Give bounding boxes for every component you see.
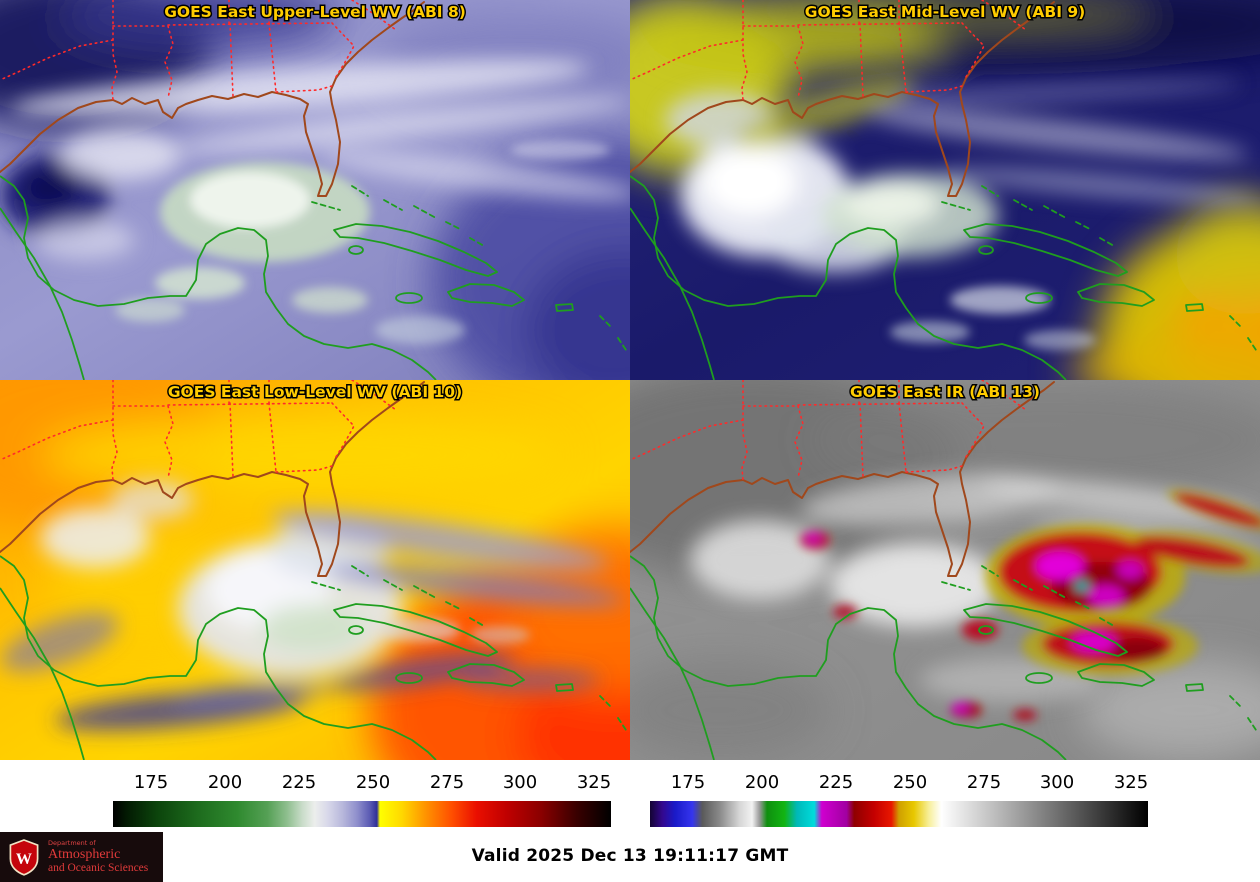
panel-title-abi8: GOES East Upper-Level WV (ABI 8): [164, 3, 466, 21]
uw-monogram: W: [16, 851, 32, 868]
wv-tick-label: 225: [281, 772, 317, 793]
ir-colorbar: [650, 801, 1148, 827]
ir-tick-label: 250: [892, 772, 928, 793]
colorbar-area: 175 200 225 250 275 300 325 175 200 225 …: [0, 760, 1260, 832]
ir-colorbar-group: 175 200 225 250 275 300 325: [650, 760, 1148, 832]
panel-upper-level-wv: GOES East Upper-Level WV (ABI 8): [0, 0, 630, 380]
wv-tick-label: 300: [502, 772, 538, 793]
logo-line1: Atmospheric: [48, 846, 121, 862]
wv-tick-label: 175: [133, 772, 169, 793]
ir-tick-label: 225: [818, 772, 854, 793]
panel-title-abi10: GOES East Low-Level WV (ABI 10): [168, 383, 462, 401]
panel-title-abi13: GOES East IR (ABI 13): [850, 383, 1040, 401]
logo-line2: and Oceanic Sciences: [48, 862, 149, 875]
wv-tick-label: 250: [355, 772, 391, 793]
panel-low-level-wv: GOES East Low-Level WV (ABI 10): [0, 380, 630, 760]
satellite-image-abi10: GOES East Low-Level WV (ABI 10): [0, 380, 630, 760]
valid-time-label: Valid 2025 Dec 13 19:11:17 GMT: [471, 846, 789, 867]
wv-tick-label: 275: [429, 772, 465, 793]
scattered-cloud-layer: [380, 618, 530, 644]
panel-title-abi9: GOES East Mid-Level WV (ABI 9): [805, 3, 1086, 21]
satellite-image-abi9: GOES East Mid-Level WV (ABI 9): [630, 0, 1260, 380]
panel-mid-level-wv: GOES East Mid-Level WV (ABI 9): [630, 0, 1260, 380]
ir-tick-label: 300: [1039, 772, 1075, 793]
wv-colorbar: [113, 801, 611, 827]
cloud-mass-layer: [1, 480, 625, 731]
aos-department-logo[interactable]: W Department of Atmospheric and Oceanic …: [0, 832, 163, 882]
satellite-image-abi8: GOES East Upper-Level WV (ABI 8): [0, 0, 630, 380]
logo-text: Department of Atmospheric and Oceanic Sc…: [48, 838, 149, 875]
wv-tick-label: 325: [576, 772, 612, 793]
panel-grid: GOES East Upper-Level WV (ABI 8): [0, 0, 1260, 760]
logo-department-of: Department of: [48, 838, 96, 847]
uw-crest-icon: W: [9, 839, 39, 876]
wv-colorbar-group: 175 200 225 250 275 300 325: [113, 760, 611, 832]
ir-tick-label: 275: [966, 772, 1002, 793]
panel-ir: GOES East IR (ABI 13): [630, 380, 1260, 760]
satellite-image-abi13: GOES East IR (ABI 13): [630, 380, 1260, 760]
gray-field-layer: [630, 380, 1260, 760]
enhanced-cold-top-layer: [800, 489, 1260, 721]
ir-tick-label: 325: [1113, 772, 1149, 793]
ir-tick-label: 175: [670, 772, 706, 793]
cold-cloud-layer: [115, 140, 610, 344]
footer: W Department of Atmospheric and Oceanic …: [0, 832, 1260, 882]
wv-tick-label: 200: [207, 772, 243, 793]
ir-tick-label: 200: [744, 772, 780, 793]
